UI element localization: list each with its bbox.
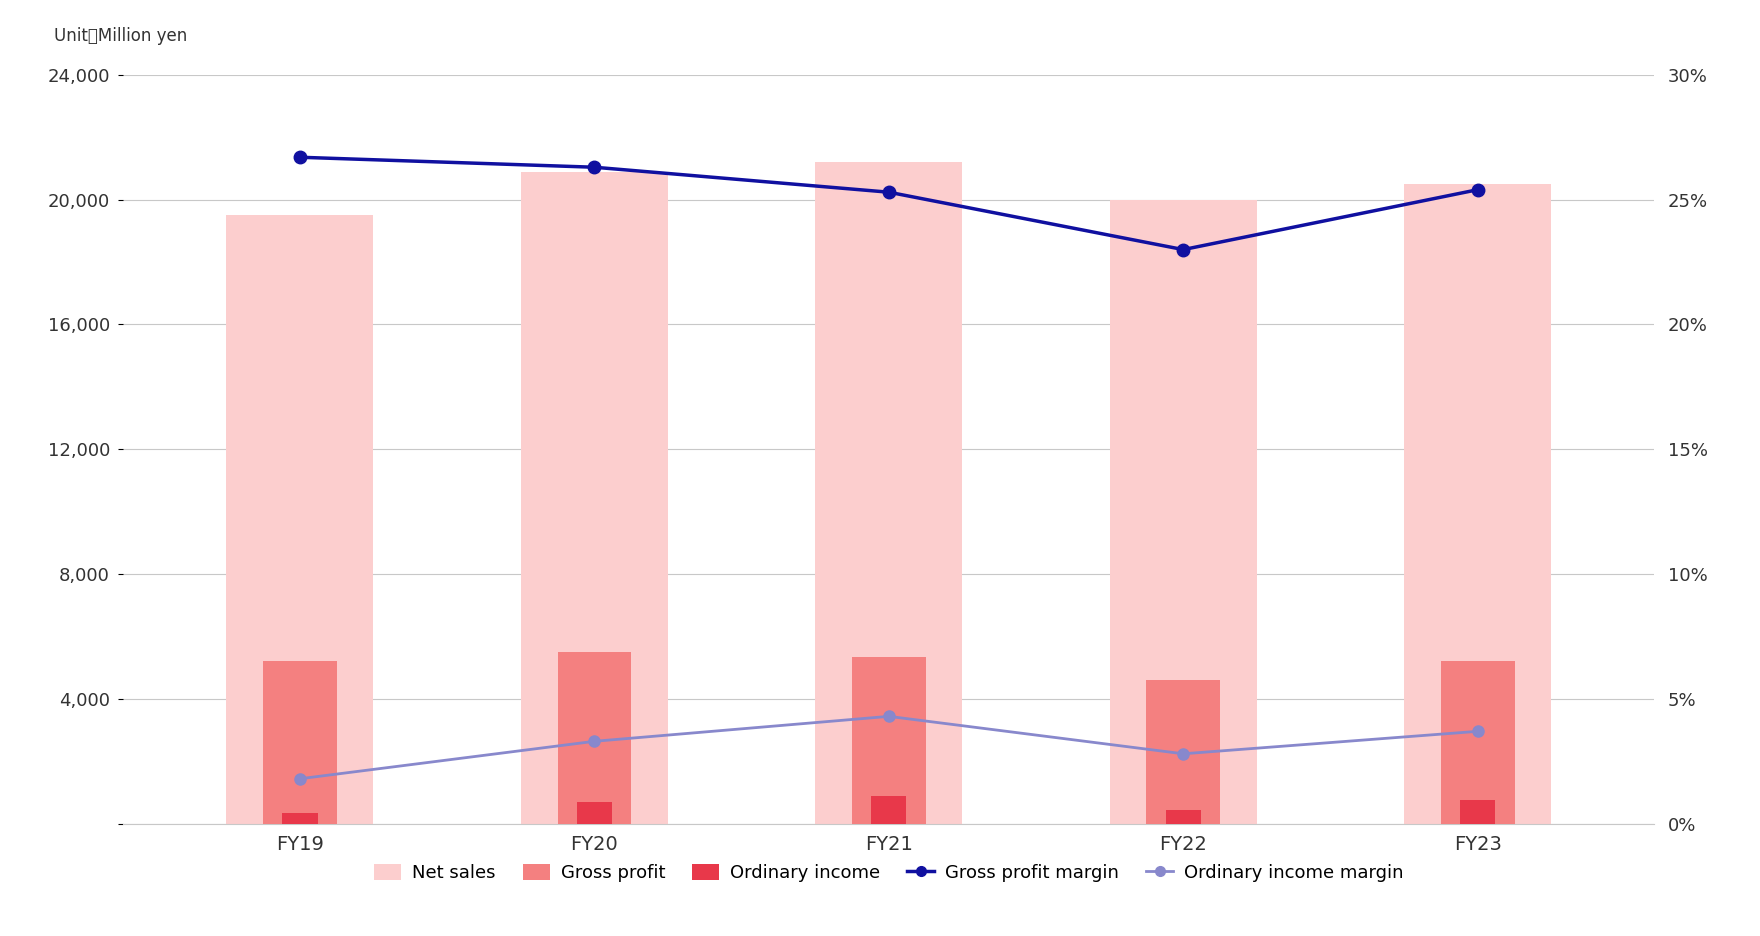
Bar bbox=[815, 162, 963, 824]
Line: Gross profit margin: Gross profit margin bbox=[294, 151, 1484, 256]
Bar bbox=[871, 796, 906, 824]
Bar bbox=[1441, 662, 1515, 824]
Line: Ordinary income margin: Ordinary income margin bbox=[294, 710, 1484, 784]
Ordinary income margin bbox=[584, 736, 605, 747]
Gross profit margin bbox=[289, 152, 310, 163]
Ordinary income margin bbox=[1468, 725, 1489, 737]
Bar bbox=[227, 215, 373, 824]
Bar bbox=[1109, 199, 1257, 824]
Ordinary income margin bbox=[1172, 748, 1193, 759]
Gross profit margin bbox=[878, 186, 899, 197]
Bar bbox=[282, 812, 317, 824]
Legend: Net sales, Gross profit, Ordinary income, Gross profit margin, Ordinary income m: Net sales, Gross profit, Ordinary income… bbox=[366, 856, 1412, 889]
Bar bbox=[1461, 800, 1496, 824]
Bar bbox=[558, 652, 632, 824]
Bar bbox=[852, 657, 926, 824]
Bar bbox=[262, 662, 336, 824]
Bar bbox=[1404, 184, 1551, 824]
Gross profit margin bbox=[1172, 244, 1193, 256]
Gross profit margin bbox=[1468, 184, 1489, 196]
Bar bbox=[1165, 810, 1200, 824]
Ordinary income margin bbox=[878, 710, 899, 722]
Bar bbox=[1146, 680, 1220, 824]
Text: Unit：Million yen: Unit：Million yen bbox=[55, 27, 188, 45]
Gross profit margin bbox=[584, 162, 605, 173]
Ordinary income margin bbox=[289, 773, 310, 784]
Bar bbox=[521, 171, 669, 824]
Bar bbox=[577, 802, 612, 824]
